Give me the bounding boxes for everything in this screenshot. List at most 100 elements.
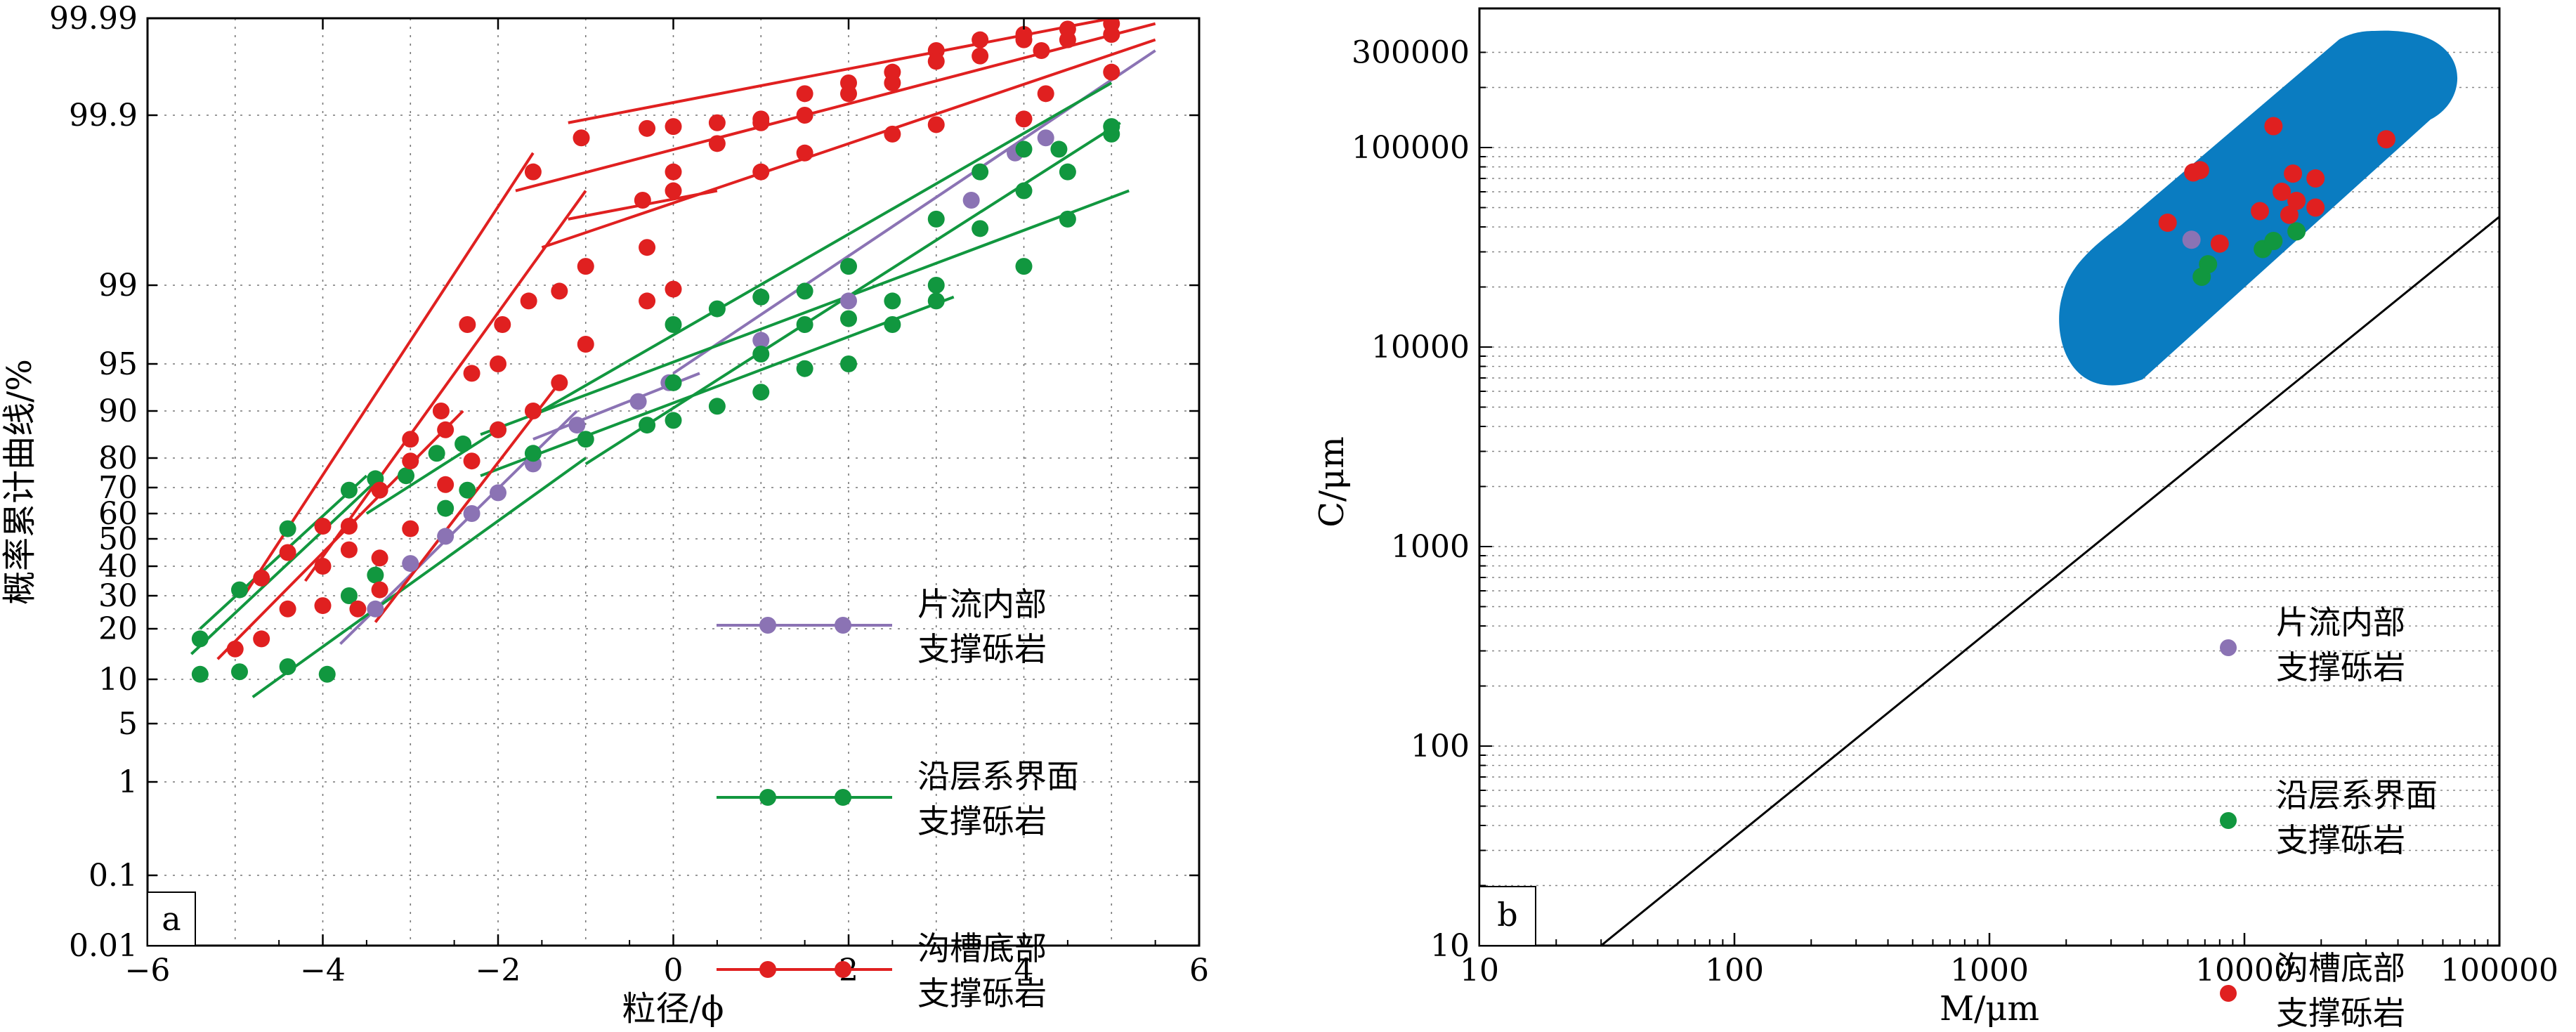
data-point [577,431,594,448]
data-point [494,316,511,333]
data-point [191,665,209,683]
data-point [634,192,651,209]
data-point [884,316,901,333]
fit-line [480,189,1130,436]
ytick-label-a: 95 [98,346,138,382]
xtick-label-a: 0 [664,953,684,988]
data-point [279,600,296,618]
xtick-label-b: 10000 [2195,953,2294,988]
data-point [349,600,367,618]
data-point [796,360,813,377]
data-point [253,569,270,587]
data-point [432,403,450,419]
data-point [884,74,901,91]
data-point [367,600,384,618]
data-point [230,663,248,681]
xtick-label-a: −4 [300,953,346,988]
data-point [459,481,476,499]
legend-label: 支撑砾岩 [2276,994,2405,1032]
data-point [573,129,590,147]
data-point [884,292,901,310]
data-point [402,555,419,573]
data-point [2306,198,2325,217]
ylabel-a: 概率累计曲线/% [0,359,39,605]
points-a [191,18,1120,683]
data-point [340,518,358,535]
data-point [752,110,770,128]
data-point [191,630,209,648]
xtick-label-a: 4 [1014,953,1034,988]
ytick-label-a: 70 [98,470,138,506]
data-point [490,355,506,372]
data-point [927,292,945,310]
data-point [2287,192,2306,211]
data-point [437,476,455,493]
data-point [253,630,270,648]
panel-label-a: a [162,900,181,938]
ytick-label-a: 1 [118,764,138,800]
reference-line-b [1600,216,2499,946]
data-point [371,549,388,567]
ytick-label-a: 0.01 [69,928,138,964]
data-point [398,467,415,485]
data-point [1103,26,1120,43]
fit-lines-a [190,18,1156,698]
points-b [2158,117,2395,286]
data-point [840,85,857,103]
data-point [665,118,682,136]
data-point [665,182,682,200]
xtick-label-a: −6 [125,953,171,988]
legend-marker [759,789,776,806]
data-point [340,481,358,499]
data-point [2210,234,2229,253]
legend-label: 支撑砾岩 [917,802,1047,840]
data-point [2376,130,2395,149]
data-point [2284,164,2303,183]
ytick-label-a: 40 [98,549,138,584]
data-point [840,355,857,372]
data-point [2199,255,2218,274]
data-point [568,417,586,434]
ytick-label-a: 90 [98,393,138,429]
ytick-label-a: 5 [118,706,138,742]
data-point [927,53,945,70]
data-point [927,116,945,133]
data-point [1015,141,1033,158]
data-point [665,374,682,391]
data-point [1015,258,1033,275]
data-point [840,310,857,327]
chart-panel-a: 0.010.115102030405060708090959999.999.99… [0,1,1209,1028]
data-point [639,239,656,256]
data-point [2273,183,2291,202]
data-point [1059,210,1076,228]
data-point [2287,222,2306,241]
data-point [1050,141,1068,158]
ytick-label-a: 20 [98,611,138,647]
fit-line [216,410,464,660]
ytick-label-a: 60 [98,496,138,532]
data-point [972,31,989,48]
ytick-label-a: 0.1 [89,858,138,894]
data-point [708,135,726,152]
xtick-label-b: 1000 [1950,953,2029,988]
data-point [2251,202,2270,221]
data-point [840,258,857,275]
data-point [402,520,419,537]
data-point [840,292,857,310]
ytick-label-a: 50 [98,521,138,557]
data-point [927,210,945,228]
data-point [490,421,506,438]
xlabel-a: 粒径/ϕ [622,989,724,1028]
data-point [639,417,656,434]
data-point [437,421,455,438]
data-point [1037,129,1054,147]
legend-marker [835,961,851,978]
data-point [2190,161,2209,180]
legend-label: 沟槽底部 [2276,949,2405,987]
data-point [1033,42,1050,59]
data-point [437,528,455,545]
data-point [463,452,480,470]
data-point [1103,118,1120,136]
